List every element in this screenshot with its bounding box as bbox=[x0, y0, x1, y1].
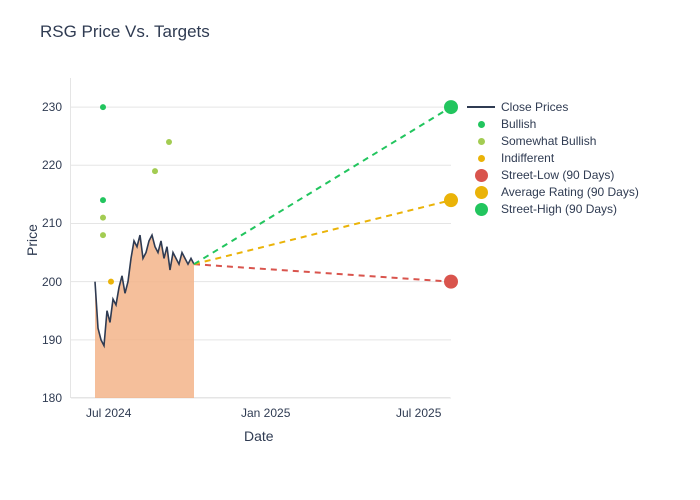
y-tick-label: 180 bbox=[42, 391, 62, 405]
chart-svg bbox=[71, 78, 451, 398]
x-tick-label: Jul 2025 bbox=[396, 406, 441, 420]
y-tick-label: 200 bbox=[42, 275, 62, 289]
y-tick-label: 220 bbox=[42, 158, 62, 172]
legend-item: Bullish bbox=[467, 117, 639, 131]
y-tick-label: 190 bbox=[42, 333, 62, 347]
legend: Close Prices Bullish Somewhat Bullish Indif… bbox=[467, 100, 639, 219]
y-tick-label: 210 bbox=[42, 216, 62, 230]
legend-item: Somewhat Bullish bbox=[467, 134, 639, 148]
plot-area bbox=[70, 78, 450, 398]
y-tick-label: 230 bbox=[42, 100, 62, 114]
chart-title: RSG Price Vs. Targets bbox=[40, 22, 210, 42]
legend-item: Street-High (90 Days) bbox=[467, 202, 639, 216]
legend-item: Street-Low (90 Days) bbox=[467, 168, 639, 182]
legend-item: Close Prices bbox=[467, 100, 639, 114]
x-tick-label: Jul 2024 bbox=[86, 406, 131, 420]
x-axis-label: Date bbox=[244, 428, 274, 444]
legend-item: Indifferent bbox=[467, 151, 639, 165]
x-tick-label: Jan 2025 bbox=[241, 406, 290, 420]
legend-item: Average Rating (90 Days) bbox=[467, 185, 639, 199]
y-axis-label: Price bbox=[24, 224, 40, 256]
